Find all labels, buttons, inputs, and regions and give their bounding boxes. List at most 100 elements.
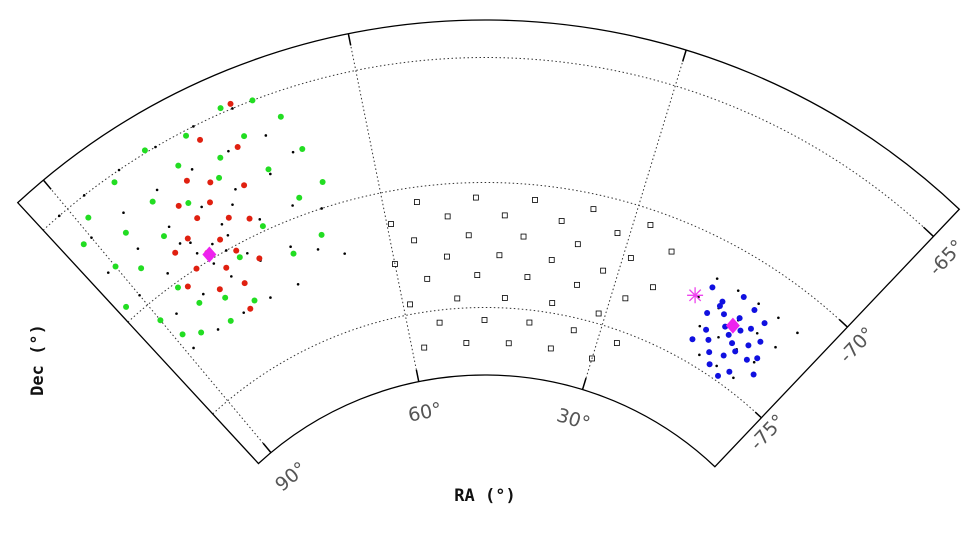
point (172, 249, 179, 256)
square-marker (524, 274, 531, 280)
diamond-marker (202, 246, 217, 263)
point (183, 132, 190, 139)
point (138, 265, 145, 272)
point (192, 125, 195, 128)
point (227, 100, 234, 107)
star-marker (687, 287, 704, 304)
point (231, 107, 234, 110)
point (175, 202, 182, 209)
point (224, 249, 228, 252)
tick-mark (922, 226, 934, 237)
point (198, 329, 205, 336)
point (183, 177, 190, 184)
point (717, 335, 720, 339)
point (201, 292, 205, 296)
point (251, 297, 258, 304)
square-marker (481, 317, 488, 323)
tick-mark (681, 49, 687, 62)
point (720, 311, 727, 318)
square-marker (463, 340, 470, 346)
point (698, 353, 701, 357)
point (246, 251, 249, 255)
square-marker (496, 252, 503, 259)
tick-mark (581, 377, 587, 390)
point (230, 275, 233, 278)
square-marker (549, 300, 556, 306)
grid-arc (127, 182, 848, 328)
point (247, 305, 254, 312)
point (174, 284, 181, 291)
point (706, 361, 713, 368)
square-marker (647, 222, 654, 228)
point (705, 336, 712, 343)
square-marker (589, 355, 595, 362)
point (85, 214, 92, 221)
tick-mark (838, 319, 848, 328)
point (212, 262, 216, 265)
square-marker (472, 194, 479, 201)
point (709, 284, 716, 291)
point (106, 271, 110, 274)
square-marker (501, 295, 508, 301)
point (289, 245, 292, 249)
x-tick-label: 90° (271, 458, 311, 496)
point (745, 342, 752, 349)
square-marker (650, 284, 656, 291)
square-marker (548, 257, 555, 263)
tick-mark (42, 179, 52, 190)
point (216, 174, 223, 181)
square-marker (407, 301, 413, 308)
point (189, 241, 192, 245)
point (217, 105, 224, 112)
square-marker (614, 230, 621, 236)
point (777, 316, 780, 320)
square-marker (505, 340, 512, 347)
grid-arc (212, 307, 762, 419)
square-marker (574, 281, 580, 288)
y-tick-label: -75° (746, 410, 790, 455)
point (184, 235, 191, 242)
point (318, 231, 325, 238)
point (755, 331, 759, 335)
square-marker (421, 344, 428, 351)
point (757, 302, 760, 306)
point (704, 310, 711, 317)
point (90, 236, 93, 239)
point (737, 327, 744, 334)
point (220, 222, 224, 226)
point (175, 312, 178, 315)
point (715, 372, 722, 379)
point (689, 336, 696, 343)
point (751, 306, 758, 313)
point (320, 207, 323, 210)
point (256, 255, 263, 262)
point (222, 294, 229, 301)
point (740, 294, 747, 301)
point (227, 317, 234, 324)
point (277, 113, 284, 120)
point (112, 263, 119, 270)
point (193, 265, 200, 272)
point (264, 134, 268, 137)
point (136, 247, 140, 250)
point (226, 233, 230, 237)
point (122, 211, 125, 215)
point (167, 225, 171, 229)
square-marker (474, 272, 481, 278)
point (80, 241, 87, 248)
square-marker (436, 319, 443, 326)
point (234, 188, 237, 191)
point (736, 315, 743, 322)
point (259, 223, 266, 230)
point (265, 166, 272, 173)
diamond-marker (725, 317, 740, 334)
point (111, 179, 118, 186)
point (750, 371, 757, 378)
point (299, 146, 306, 153)
point (796, 331, 799, 335)
point (154, 145, 157, 149)
point (316, 248, 320, 251)
point (736, 289, 740, 292)
x-axis-label: RA (°) (454, 486, 515, 506)
